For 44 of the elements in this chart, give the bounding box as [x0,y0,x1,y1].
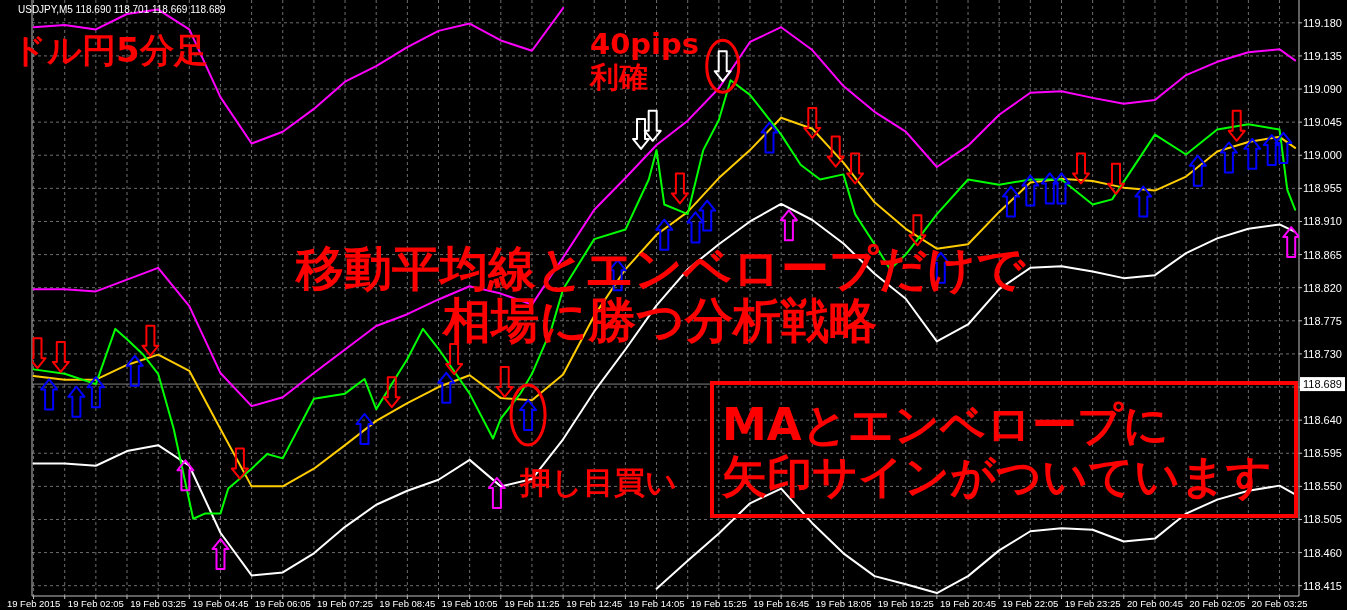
y-tick-label: 118.910 [1303,215,1342,228]
y-tick-label: 118.505 [1303,513,1342,526]
x-tick-label: 19 Feb 16:45 [753,598,810,609]
annotation: 40pips 利確 [589,27,700,94]
y-tick-label: 119.090 [1303,83,1342,96]
x-tick-label: 19 Feb 02:05 [67,598,124,609]
x-tick-label: 19 Feb 20:45 [940,598,997,609]
annotation: MAとエンベロープに [722,398,1169,451]
x-tick-label: 20 Feb 02:05 [1189,598,1246,609]
x-tick-label: 19 Feb 15:25 [690,598,747,609]
y-tick-label: 118.730 [1303,347,1342,360]
annotation: 矢印サインがついています [721,450,1272,503]
ref-line-label: 118.689 [1303,378,1342,391]
y-tick-label: 118.955 [1303,182,1342,195]
x-tick-label: 19 Feb 04:45 [192,598,249,609]
x-tick-label: 19 Feb 06:05 [254,598,311,609]
x-tick-label: 19 Feb 14:05 [628,598,685,609]
y-tick-label: 118.415 [1303,579,1342,592]
x-tick-label: 19 Feb 10:05 [441,598,498,609]
x-tick-label: 19 Feb 23:25 [1064,598,1121,609]
y-tick-label: 119.135 [1303,49,1342,62]
y-tick-label: 119.045 [1303,116,1342,129]
x-tick-label: 19 Feb 11:25 [504,598,560,609]
x-tick-label: 19 Feb 07:25 [317,598,374,609]
x-tick-label: 19 Feb 19:25 [877,598,934,609]
x-tick-label: 19 Feb 08:45 [379,598,436,609]
annotation: 押し目買い [519,464,677,500]
y-tick-label: 118.460 [1303,546,1342,559]
x-tick-label: 19 Feb 18:05 [815,598,872,609]
y-tick-label: 118.820 [1303,281,1342,294]
y-tick-label: 119.000 [1303,149,1342,162]
y-tick-label: 119.180 [1303,16,1342,29]
y-tick-label: 118.595 [1303,447,1342,460]
x-tick-label: 19 Feb 12:45 [566,598,623,609]
y-tick-label: 118.775 [1303,314,1342,327]
annotation: USDJPY,M5 118.690 118.701 118.669 118.689 [18,4,227,15]
y-tick-label: 118.550 [1303,480,1342,493]
y-tick-label: 118.865 [1303,248,1342,261]
x-tick-label: 19 Feb 03:25 [130,598,187,609]
x-tick-label: 19 Feb 22:05 [1002,598,1059,609]
x-tick-label: 20 Feb 03:25 [1251,598,1308,609]
x-tick-label: 20 Feb 00:45 [1126,598,1183,609]
y-tick-label: 118.640 [1303,414,1342,427]
x-tick-label: 19 Feb 2015 [6,598,61,609]
